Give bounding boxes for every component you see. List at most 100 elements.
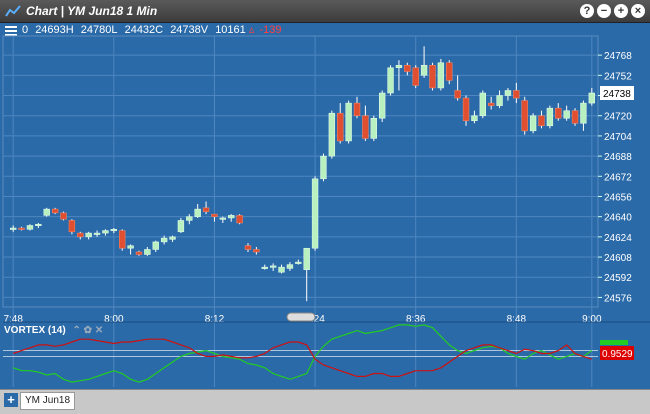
candle — [580, 102, 587, 124]
title-bar[interactable]: Chart | YM Jun18 1 Min ? − + × — [0, 0, 650, 23]
candle — [320, 155, 327, 180]
minimize-icon[interactable]: − — [597, 4, 611, 18]
add-symbol-button[interactable]: + — [4, 393, 18, 407]
candle — [102, 230, 109, 234]
low-value: 24780L — [80, 24, 118, 36]
remove-icon[interactable]: ✕ — [94, 325, 104, 336]
candle — [454, 90, 461, 99]
price-chart[interactable]: 2476824752247362472024704246882467224656… — [0, 22, 650, 387]
candle — [513, 90, 520, 99]
last-price-label: 24738 — [603, 89, 631, 100]
candle — [555, 107, 562, 119]
candle — [253, 249, 260, 253]
candle — [378, 92, 386, 119]
footer-bar: + YM Jun18 — [0, 389, 650, 414]
vortex-name: VORTEX — [4, 325, 46, 336]
x-tick-label: 8:24 — [305, 314, 325, 325]
candle — [236, 215, 243, 224]
candle — [93, 232, 101, 235]
y-tick-label: 24768 — [604, 51, 632, 62]
candle — [10, 227, 17, 230]
candle — [328, 112, 336, 157]
chevron-up-icon[interactable]: ⌃ — [72, 325, 81, 336]
vortex-label: VORTEX (14) ⌃ ✿ ✕ — [4, 325, 103, 336]
vi-minus-badge — [600, 346, 634, 360]
volume2-value: 10161 — [215, 24, 246, 36]
candle — [337, 112, 344, 142]
candle — [303, 247, 310, 270]
candle — [420, 64, 428, 76]
ohlc-readout: 0 24693H 24780L 24432C 24738V 10161 ▵ -1… — [22, 23, 285, 38]
candle — [269, 265, 277, 268]
candle — [412, 67, 419, 86]
candle — [186, 216, 193, 221]
time-axis: 7:48 8:00 8:12 8:24 8:36 8:48 9:00 — [3, 312, 602, 325]
candle — [370, 117, 377, 139]
candles — [10, 46, 595, 302]
maximize-icon[interactable]: + — [614, 4, 628, 18]
candle — [563, 110, 570, 119]
window-title: Chart | YM Jun18 1 Min — [26, 4, 158, 18]
candle — [446, 62, 453, 81]
vortex-panel: 0.9529 — [3, 321, 650, 383]
close-icon[interactable]: × — [631, 4, 645, 18]
candle — [387, 67, 394, 94]
vi-plus-badge — [600, 340, 628, 345]
candle — [504, 90, 512, 96]
candle — [68, 220, 76, 233]
y-tick-label: 24672 — [604, 172, 632, 183]
candle — [160, 237, 168, 243]
candle — [345, 102, 352, 142]
candle — [571, 110, 579, 124]
candle — [85, 232, 92, 238]
chart-app-icon — [5, 5, 21, 17]
candle — [362, 115, 369, 139]
candle — [286, 264, 294, 269]
y-tick-label: 24592 — [604, 273, 632, 284]
candle — [395, 64, 403, 69]
candle — [169, 236, 176, 240]
candle — [144, 249, 151, 255]
candle — [127, 245, 134, 249]
close-value: 24432C — [124, 24, 164, 36]
gear-icon[interactable]: ✿ — [83, 325, 93, 336]
scroll-handle[interactable] — [286, 312, 316, 322]
high-value: 24693H — [35, 24, 74, 36]
candle — [119, 230, 126, 249]
candle — [588, 92, 595, 104]
y-tick-label: 24608 — [604, 253, 632, 264]
y-tick-label: 24720 — [604, 112, 632, 123]
plot-border — [2, 35, 599, 308]
x-tick-label: 8:48 — [507, 314, 527, 325]
y-tick-label: 24656 — [604, 192, 632, 203]
candle — [244, 245, 252, 250]
candle — [35, 223, 42, 226]
candle — [487, 102, 495, 106]
vi-plus-line — [13, 324, 593, 383]
candle — [60, 212, 67, 220]
candle — [202, 207, 210, 212]
vortex-period: (14) — [47, 325, 66, 336]
candle — [496, 95, 503, 106]
vi-minus-line — [13, 338, 592, 377]
x-tick-label: 8:36 — [406, 314, 426, 325]
candle — [353, 102, 361, 116]
candle — [194, 208, 201, 217]
menu-icon[interactable] — [5, 26, 17, 36]
change-icon: ▵ — [248, 24, 255, 36]
candle — [110, 229, 118, 232]
last-price-badge — [600, 86, 634, 100]
candle — [529, 115, 537, 132]
change-value: -139 — [259, 24, 282, 36]
candle — [18, 227, 25, 230]
candle — [261, 266, 268, 269]
help-icon[interactable]: ? — [580, 4, 594, 18]
candle — [429, 64, 436, 89]
candle — [311, 178, 319, 249]
volume-value: 24738V — [170, 24, 209, 36]
y-tick-label: 24624 — [604, 233, 632, 244]
symbol-tab[interactable]: YM Jun18 — [20, 392, 76, 410]
candle — [521, 100, 528, 132]
candle — [278, 266, 285, 273]
